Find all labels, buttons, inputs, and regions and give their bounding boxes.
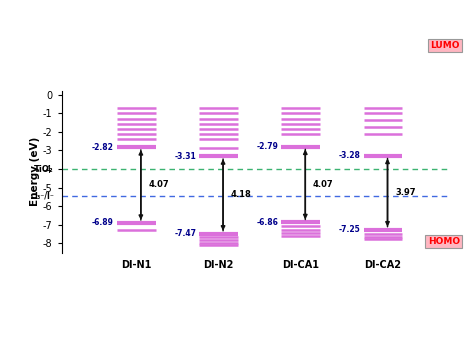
Y-axis label: Energy (eV): Energy (eV) <box>30 137 40 207</box>
Text: -3.28: -3.28 <box>339 151 361 160</box>
Text: LUMO: LUMO <box>430 41 460 50</box>
Text: -2.79: -2.79 <box>256 142 278 151</box>
Text: 3.97: 3.97 <box>395 188 416 197</box>
Text: HOMO: HOMO <box>428 237 460 246</box>
Text: -6.89: -6.89 <box>92 218 114 227</box>
Text: 4.18: 4.18 <box>230 190 251 200</box>
Text: -6.86: -6.86 <box>256 218 278 227</box>
Text: -7.47: -7.47 <box>174 229 196 238</box>
Text: -3.31: -3.31 <box>174 152 196 161</box>
Text: -7.25: -7.25 <box>339 225 361 234</box>
Text: -2.82: -2.82 <box>92 143 114 152</box>
Text: 4.07: 4.07 <box>148 181 169 189</box>
Text: I₃⁻/I⁻: I₃⁻/I⁻ <box>34 191 54 201</box>
Text: TiO₂: TiO₂ <box>34 164 54 174</box>
Text: 4.07: 4.07 <box>313 180 333 189</box>
